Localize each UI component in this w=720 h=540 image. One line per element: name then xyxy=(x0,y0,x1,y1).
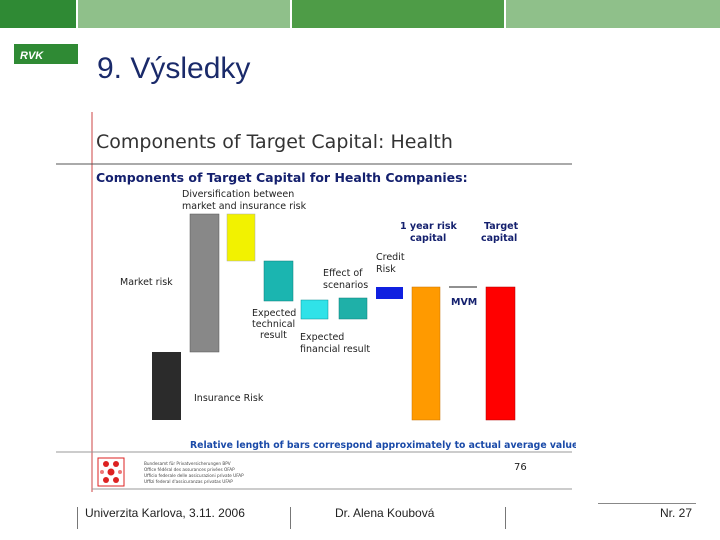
bar-insurance-risk xyxy=(152,352,181,420)
bar-market-risk xyxy=(189,213,220,353)
label-market-risk: Market risk xyxy=(120,277,173,288)
slide-title: 9. Výsledky xyxy=(97,52,251,85)
top-bar-segment xyxy=(0,0,76,28)
label-expected-financial-1: Expected xyxy=(300,332,344,343)
swiss-office-logo xyxy=(97,457,125,487)
label-diversification-2: market and insurance risk xyxy=(182,201,307,212)
label-expected-technical-3: result xyxy=(260,330,287,341)
label-diversification-1: Diversification between xyxy=(182,189,294,200)
office-line-3: Ufficio federale delle assicurazioni pri… xyxy=(144,473,244,478)
bar-effect-scenarios xyxy=(338,297,368,320)
embedded-slide-image: Components of Target Capital: Health Com… xyxy=(56,112,576,492)
label-one-year-risk-2: capital xyxy=(410,233,446,244)
footer-page-number: Nr. 27 xyxy=(660,506,693,520)
label-mvm: MVM xyxy=(451,297,477,308)
bar-expected-technical xyxy=(263,260,294,302)
bar-expected-financial xyxy=(300,299,329,320)
office-line-4: Uffizi federal d'assicuranzas privatas U… xyxy=(144,479,233,484)
embedded-page-number: 76 xyxy=(514,462,527,473)
bar-target-capital xyxy=(485,286,516,421)
footer-separator xyxy=(290,507,291,529)
label-expected-technical-2: technical xyxy=(252,319,295,330)
label-credit-risk-2: Risk xyxy=(376,264,396,275)
embedded-title: Components of Target Capital: Health xyxy=(96,131,453,153)
embedded-note: Relative length of bars correspond appro… xyxy=(190,440,576,451)
bar-one-year-risk-capital xyxy=(411,286,441,421)
rvk-logo: RVK xyxy=(14,44,78,64)
label-effect-scenarios-2: scenarios xyxy=(323,280,368,291)
bar-diversification xyxy=(226,213,256,262)
label-target-capital-2: capital xyxy=(481,233,517,244)
office-line-1: Bundesamt für Privatversicherungen BPV xyxy=(144,461,231,466)
top-bar-segment xyxy=(506,0,720,28)
top-bar-segment xyxy=(292,0,504,28)
bar-credit-risk xyxy=(376,287,403,299)
footer-university: Univerzita Karlova, 3.11. 2006 xyxy=(85,506,245,520)
label-effect-scenarios-1: Effect of xyxy=(323,268,363,279)
office-line-2: Office fédéral des assurances privées OF… xyxy=(144,467,235,472)
footer-separator xyxy=(505,507,506,529)
label-insurance-risk: Insurance Risk xyxy=(194,393,264,404)
top-color-bar xyxy=(0,0,720,28)
embedded-subtitle: Components of Target Capital for Health … xyxy=(96,170,468,185)
footer-author: Dr. Alena Koubová xyxy=(335,506,435,520)
footer-top-rule xyxy=(598,503,696,504)
label-one-year-risk-1: 1 year risk xyxy=(400,221,458,232)
label-expected-technical-1: Expected xyxy=(252,308,296,319)
footer-separator xyxy=(77,507,78,529)
label-target-capital-1: Target xyxy=(484,221,519,232)
top-bar-segment xyxy=(78,0,290,28)
label-expected-financial-2: financial result xyxy=(300,344,370,355)
label-credit-risk-1: Credit xyxy=(376,252,405,263)
